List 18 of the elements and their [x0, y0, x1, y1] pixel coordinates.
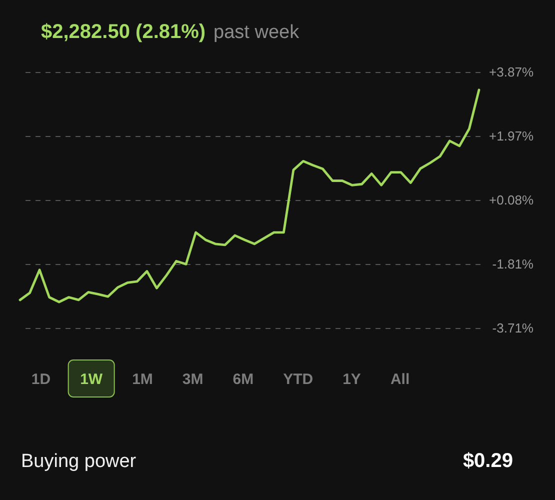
y-tick-label: +0.08%: [489, 192, 534, 208]
chart-title: $2,282.50 (2.81%): [41, 21, 206, 43]
text: Buying power: [21, 451, 137, 472]
y-tick-label: +3.87%: [489, 64, 534, 80]
chart-subtitle: past week: [214, 22, 300, 43]
text: 1Y: [342, 371, 361, 388]
y-tick-label: -1.81%: [492, 256, 534, 272]
y-tick-label: +1.97%: [489, 128, 534, 144]
text: $0.29: [462, 450, 513, 472]
text: All: [390, 371, 410, 388]
y-tick-label: -3.71%: [492, 320, 534, 336]
text: YTD: [283, 371, 314, 388]
line-series: [18, 88, 480, 304]
text: 1W: [80, 371, 104, 388]
text: 1D: [31, 371, 51, 388]
text: 6M: [232, 371, 254, 388]
text: 1M: [132, 371, 153, 388]
text: 3M: [182, 371, 204, 388]
